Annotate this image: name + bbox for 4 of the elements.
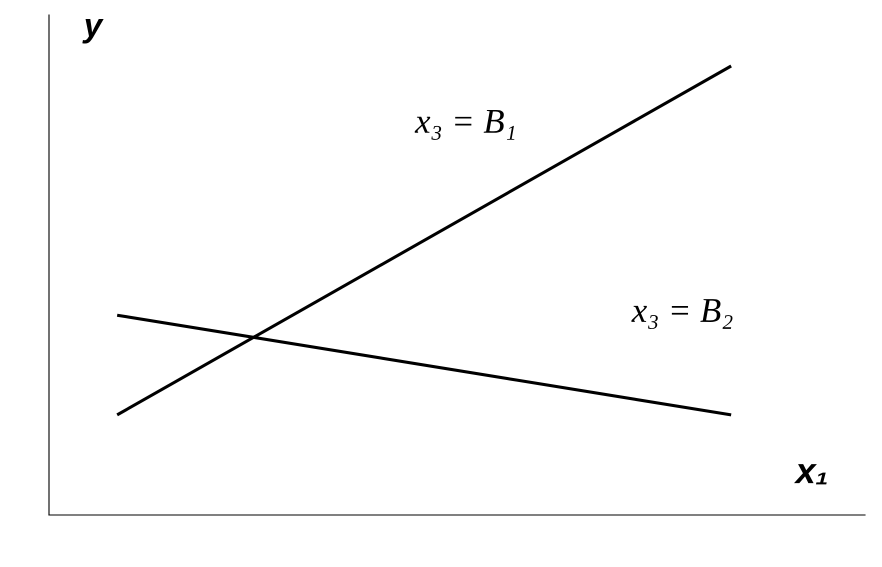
series-label: x₃ = B₁ bbox=[414, 110, 514, 140]
x-axis-title: x₁ bbox=[794, 464, 827, 484]
series-label: x₃ = B₂ bbox=[631, 299, 732, 330]
y-axis-title: y bbox=[82, 19, 104, 44]
